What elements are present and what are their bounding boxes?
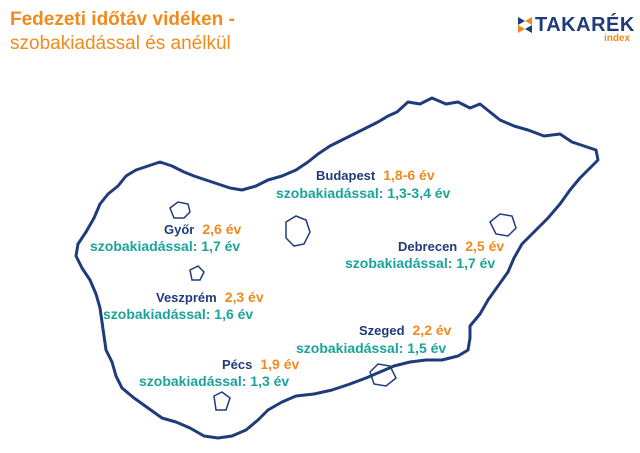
debrecen-name: Debrecen xyxy=(398,239,458,254)
veszprem-years: 2,3 év xyxy=(224,289,264,305)
logo-brand: TAKARÉK xyxy=(535,14,635,36)
logo-mark-icon xyxy=(518,17,532,33)
hungary-outline xyxy=(74,96,600,440)
pecs-city-outline xyxy=(213,391,231,411)
pecs-years: 1,9 év xyxy=(260,356,300,372)
szeged-name: Szeged xyxy=(359,323,405,338)
gyor-city-outline xyxy=(169,201,191,219)
debrecen-label: Debrecen 2,5 év xyxy=(398,238,504,254)
szeged-years: 2,2 év xyxy=(412,322,452,338)
debrecen-city-outline xyxy=(489,213,517,237)
budapest-label: Budapest 1,8-6 év xyxy=(316,167,435,183)
gyor-rental-years: 1,7 év xyxy=(201,238,241,254)
szeged-city-outline xyxy=(369,363,397,387)
veszprem-rental: szobakiadással: 1,6 év xyxy=(103,306,253,322)
debrecen-rental: szobakiadással: 1,7 év xyxy=(345,255,495,271)
veszprem-rental-label: szobakiadással: xyxy=(103,306,211,322)
budapest-rental: szobakiadással: 1,3-3,4 év xyxy=(276,185,450,201)
debrecen-rental-label: szobakiadással: xyxy=(345,255,453,271)
pecs-rental: szobakiadással: 1,3 év xyxy=(139,373,289,389)
debrecen-years: 2,5 év xyxy=(465,238,505,254)
veszprem-label: Veszprém 2,3 év xyxy=(156,289,264,305)
logo-sub: index xyxy=(604,33,631,44)
budapest-name: Budapest xyxy=(316,168,376,183)
page-title: Fedezeti időtáv vidéken - szobakiadással… xyxy=(10,8,235,56)
gyor-name: Győr xyxy=(164,222,195,237)
gyor-years: 2,6 év xyxy=(202,221,242,237)
gyor-label: Győr 2,6 év xyxy=(164,221,241,237)
szeged-label: Szeged 2,2 év xyxy=(359,322,451,338)
budapest-rental-years: 1,3-3,4 év xyxy=(387,185,451,201)
takarek-index-logo: TAKARÉK index xyxy=(516,14,636,46)
veszprem-rental-years: 1,6 év xyxy=(214,306,254,322)
title-line-2: szobakiadással és anélkül xyxy=(10,33,231,54)
veszprem-city-outline xyxy=(189,265,205,281)
gyor-rental-label: szobakiadással: xyxy=(90,238,198,254)
veszprem-name: Veszprém xyxy=(156,290,217,305)
pecs-rental-label: szobakiadással: xyxy=(139,373,247,389)
pecs-label: Pécs 1,9 év xyxy=(222,356,299,372)
budapest-years: 1,8-6 év xyxy=(383,167,435,183)
budapest-rental-label: szobakiadással: xyxy=(276,185,384,201)
pecs-name: Pécs xyxy=(222,357,253,372)
szeged-rental-label: szobakiadással: xyxy=(296,340,404,356)
szeged-rental-years: 1,5 év xyxy=(407,340,447,356)
szeged-rental: szobakiadással: 1,5 év xyxy=(296,340,446,356)
budapest-city-outline xyxy=(285,215,311,247)
title-line-1: Fedezeti időtáv vidéken - xyxy=(10,9,235,30)
pecs-rental-years: 1,3 év xyxy=(250,373,290,389)
debrecen-rental-years: 1,7 év xyxy=(456,255,496,271)
gyor-rental: szobakiadással: 1,7 év xyxy=(90,238,240,254)
